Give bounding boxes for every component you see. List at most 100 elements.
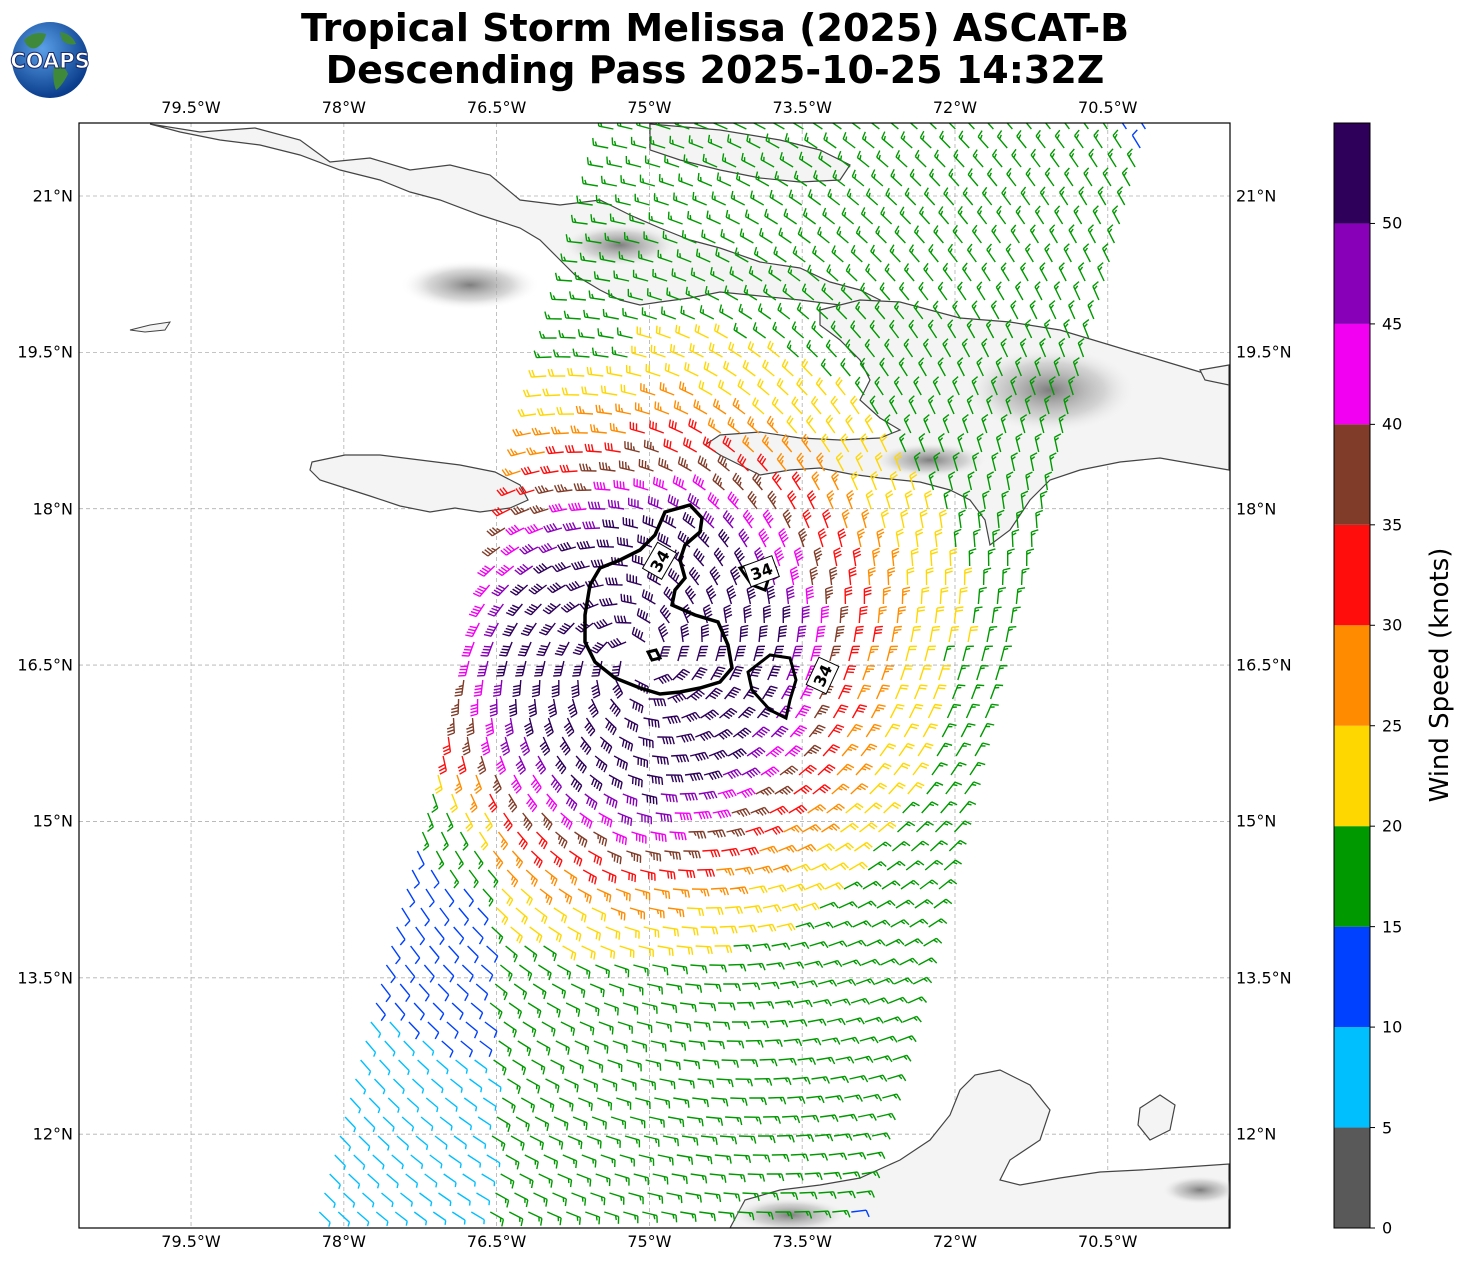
- wind-barb: [1014, 357, 1022, 377]
- wind-barb: [831, 783, 850, 795]
- wind-barb: [775, 1000, 794, 1008]
- wind-barb: [459, 831, 469, 851]
- wind-barb: [889, 703, 905, 719]
- wind-barb: [777, 302, 791, 320]
- wind-barb: [928, 471, 936, 491]
- wind-barb: [530, 850, 543, 869]
- wind-barb: [890, 123, 899, 130]
- wind-barb: [1054, 129, 1065, 149]
- colorbar-bin: [1334, 826, 1370, 927]
- wind-barb: [781, 358, 794, 377]
- wind-barb: [582, 521, 601, 530]
- wind-barb: [807, 189, 822, 206]
- wind-barb: [923, 414, 931, 434]
- lat-tick-label-right: 13.5°N: [1236, 968, 1292, 988]
- wind-barb: [560, 812, 573, 830]
- wind-barb: [869, 395, 879, 415]
- wind-barb: [574, 831, 588, 848]
- wind-barb: [613, 479, 630, 491]
- wind-barb: [754, 547, 765, 567]
- wind-barb: [548, 1135, 564, 1150]
- wind-barb: [608, 983, 625, 997]
- wind-barb: [685, 983, 703, 993]
- wind-barb: [348, 1173, 361, 1189]
- wind-barb: [450, 698, 460, 717]
- wind-barb: [762, 284, 777, 301]
- lon-tick-label-bottom: 75°W: [627, 1232, 672, 1251]
- wind-barb: [572, 641, 589, 656]
- wind-barb: [691, 888, 710, 897]
- wind-barb: [385, 964, 396, 984]
- wind-barb: [840, 357, 851, 377]
- wind-barb: [470, 698, 479, 717]
- wind-barb: [782, 509, 792, 529]
- wind-barb: [606, 365, 623, 377]
- wind-barb: [791, 396, 803, 415]
- wind-barb: [718, 528, 730, 548]
- wind-barb: [667, 211, 683, 225]
- wind-barb: [633, 964, 649, 977]
- wind-barb: [710, 266, 725, 282]
- wind-barb: [559, 1097, 574, 1112]
- wind-barb: [1005, 319, 1014, 339]
- wind-barb: [571, 1192, 587, 1206]
- wind-barb: [823, 1171, 842, 1180]
- wind-barb: [766, 415, 779, 434]
- wind-barb: [702, 436, 717, 453]
- wind-barb: [449, 869, 460, 889]
- wind-barb: [631, 345, 647, 358]
- wind-barb: [962, 262, 972, 282]
- wind-barb: [444, 1097, 458, 1112]
- wind-barb: [970, 684, 985, 700]
- wind-barb: [700, 926, 719, 935]
- wind-barb: [801, 605, 810, 624]
- wind-barb: [529, 1135, 544, 1151]
- wind-barb: [742, 434, 755, 453]
- wind-barb: [667, 494, 682, 510]
- wind-barb: [894, 225, 906, 244]
- wind-barb: [781, 903, 801, 912]
- wind-barb: [822, 744, 840, 757]
- wind-barb: [850, 783, 869, 795]
- wind-barb: [686, 907, 705, 917]
- wind-barb: [913, 300, 924, 320]
- wind-barb: [1005, 243, 1015, 263]
- wind-barb: [922, 723, 938, 738]
- lat-tick-label-right: 15°N: [1236, 811, 1277, 831]
- wind-barb: [739, 228, 754, 244]
- wind-barb: [904, 938, 924, 947]
- wind-barb: [477, 1116, 492, 1130]
- wind-barb: [1087, 224, 1097, 244]
- wind-barb: [465, 622, 480, 638]
- wind-barb: [745, 826, 765, 836]
- wind-barb: [850, 471, 859, 491]
- wind-barb: [1015, 205, 1026, 225]
- wind-barb: [693, 548, 705, 567]
- wind-barb: [793, 784, 813, 795]
- wind-barb: [483, 622, 499, 637]
- wind-barb: [917, 742, 934, 757]
- wind-barb: [1088, 148, 1098, 168]
- wind-barb: [1102, 167, 1112, 187]
- wind-barb: [600, 175, 618, 187]
- wind-barb: [966, 395, 974, 415]
- wind-barb: [708, 342, 723, 358]
- wind-barb: [629, 698, 644, 714]
- wind-barb: [492, 850, 504, 870]
- wind-barb: [792, 245, 806, 263]
- wind-barb: [855, 978, 876, 986]
- wind-barb: [413, 1002, 425, 1021]
- wind-barb: [697, 1078, 715, 1088]
- wind-barb: [903, 414, 912, 434]
- wind-barb: [555, 1040, 570, 1055]
- wind-barb: [801, 358, 813, 377]
- wind-barb: [621, 1078, 637, 1091]
- wind-barb: [570, 983, 586, 998]
- wind-barb: [691, 667, 708, 681]
- wind-barb: [936, 742, 953, 757]
- wind-barb: [1044, 243, 1053, 263]
- wind-barb: [564, 444, 583, 453]
- wind-barb: [1034, 433, 1042, 453]
- wind-barb: [477, 660, 489, 677]
- wind-barb: [432, 1002, 445, 1021]
